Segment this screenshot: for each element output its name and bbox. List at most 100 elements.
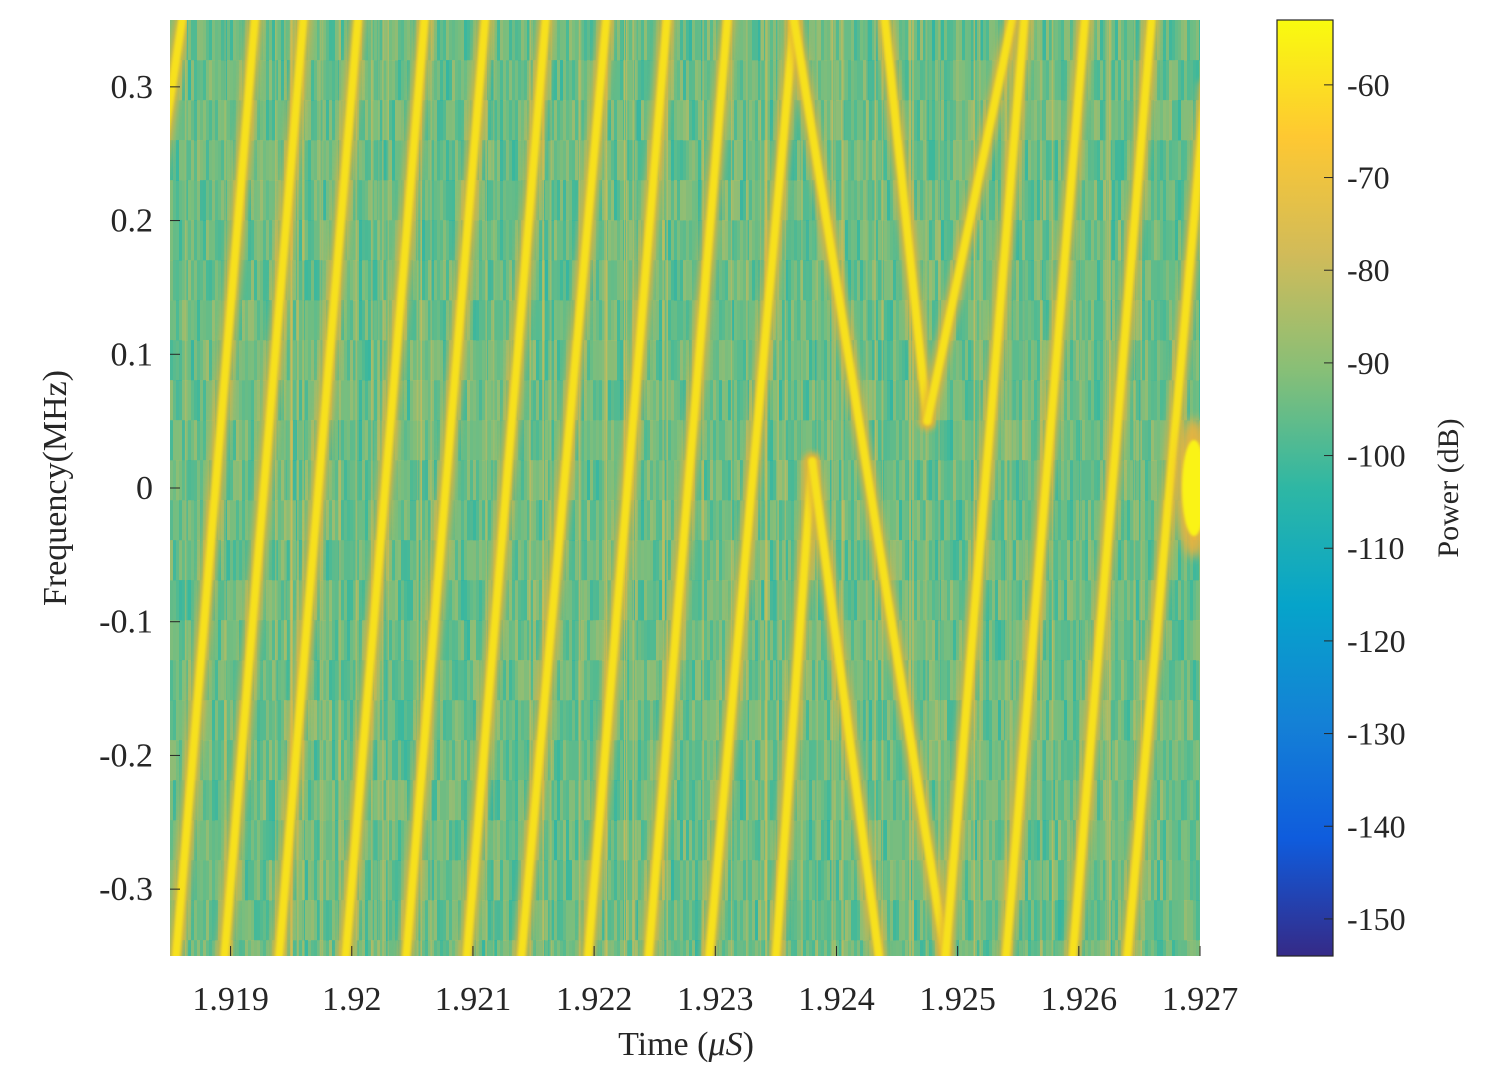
noise-cell [662, 180, 665, 221]
noise-cell [461, 820, 464, 861]
noise-cell [644, 60, 647, 101]
noise-cell [773, 460, 776, 501]
noise-cell [320, 780, 323, 821]
noise-cell [569, 700, 572, 741]
noise-cell [374, 260, 377, 301]
noise-cell [587, 380, 590, 421]
noise-cell [488, 460, 491, 501]
noise-cell [311, 660, 314, 701]
noise-cell [488, 860, 491, 901]
noise-cell [371, 140, 374, 181]
noise-cell [386, 300, 389, 341]
noise-cell [587, 60, 590, 101]
noise-cell [449, 620, 452, 661]
noise-cell [707, 420, 710, 461]
noise-cell [758, 940, 761, 956]
noise-cell [227, 140, 230, 181]
noise-cell [323, 580, 326, 621]
noise-cell [230, 180, 233, 221]
noise-cell [176, 540, 179, 581]
noise-cell [293, 260, 296, 301]
noise-cell [281, 540, 284, 581]
noise-cell [182, 300, 185, 341]
noise-cell [626, 580, 629, 621]
noise-cell [785, 460, 788, 501]
noise-cell [428, 940, 431, 956]
noise-cell [311, 820, 314, 861]
noise-cell [482, 940, 485, 956]
noise-cell [518, 780, 521, 821]
noise-cell [443, 900, 446, 941]
noise-cell [326, 540, 329, 581]
noise-cell [791, 900, 794, 941]
noise-cell [551, 380, 554, 421]
noise-cell [254, 700, 257, 741]
noise-cell [521, 20, 524, 61]
noise-cell [332, 580, 335, 621]
noise-cell [668, 380, 671, 421]
noise-cell [755, 220, 758, 261]
noise-cell [491, 940, 494, 956]
noise-cell [245, 940, 248, 956]
noise-cell [551, 420, 554, 461]
noise-cell [407, 580, 410, 621]
noise-cell [647, 100, 650, 141]
noise-cell [314, 140, 317, 181]
noise-cell [659, 460, 662, 501]
noise-cell [620, 20, 623, 61]
noise-cell [785, 300, 788, 341]
noise-cell [731, 860, 734, 901]
noise-cell [170, 860, 173, 901]
noise-cell [725, 620, 728, 661]
noise-cell [722, 540, 725, 581]
noise-cell [581, 860, 584, 901]
noise-cell [608, 860, 611, 901]
noise-cell [362, 580, 365, 621]
noise-cell [230, 700, 233, 741]
noise-cell [209, 940, 212, 956]
noise-cell [308, 340, 311, 381]
noise-cell [752, 220, 755, 261]
noise-cell [305, 60, 308, 101]
noise-cell [737, 500, 740, 541]
noise-cell [326, 620, 329, 661]
noise-cell [257, 380, 260, 421]
noise-cell [779, 660, 782, 701]
noise-cell [455, 460, 458, 501]
noise-cell [527, 60, 530, 101]
noise-cell [434, 740, 437, 781]
noise-cell [677, 700, 680, 741]
noise-cell [191, 140, 194, 181]
noise-cell [620, 780, 623, 821]
noise-cell [425, 340, 428, 381]
noise-cell [464, 100, 467, 141]
noise-cell [482, 460, 485, 501]
noise-cell [758, 620, 761, 661]
noise-cell [599, 260, 602, 301]
noise-cell [425, 460, 428, 501]
noise-cell [533, 380, 536, 421]
noise-cell [236, 500, 239, 541]
noise-cell [653, 20, 656, 61]
noise-cell [353, 420, 356, 461]
noise-cell [674, 380, 677, 421]
noise-cell [329, 820, 332, 861]
noise-cell [791, 180, 794, 221]
noise-cell [515, 860, 518, 901]
noise-cell [572, 220, 575, 261]
noise-cell [734, 780, 737, 821]
noise-cell [755, 820, 758, 861]
noise-cell [413, 580, 416, 621]
noise-cell [356, 660, 359, 701]
noise-cell [239, 380, 242, 421]
noise-cell [662, 500, 665, 541]
noise-cell [644, 460, 647, 501]
noise-cell [437, 860, 440, 901]
noise-cell [266, 140, 269, 181]
noise-cell [788, 220, 791, 261]
noise-cell [278, 700, 281, 741]
noise-cell [434, 140, 437, 181]
noise-cell [596, 420, 599, 461]
noise-cell [671, 260, 674, 301]
noise-cell [410, 300, 413, 341]
